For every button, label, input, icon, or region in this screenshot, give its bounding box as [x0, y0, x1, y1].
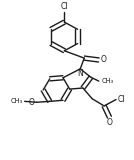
Text: O: O — [101, 56, 107, 64]
Text: O: O — [28, 98, 34, 107]
Text: CH₃: CH₃ — [101, 78, 114, 84]
Text: CH₃: CH₃ — [10, 98, 23, 104]
Text: O: O — [107, 118, 112, 127]
Text: N: N — [77, 69, 83, 78]
Text: Cl: Cl — [117, 95, 125, 104]
Text: Cl: Cl — [61, 2, 68, 11]
